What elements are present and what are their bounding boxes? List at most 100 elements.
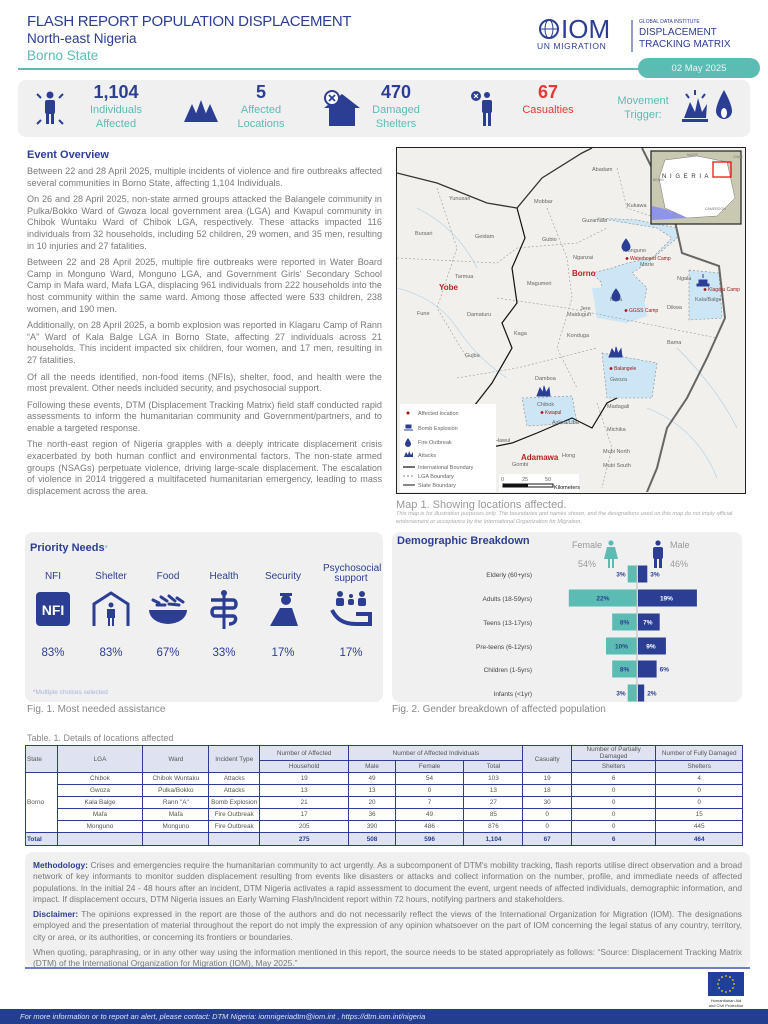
overview-paragraph: Following these events, DTM (Displacemen…: [27, 399, 382, 433]
need-label: Shelter: [95, 571, 127, 582]
table-row: Kala Balge Rann "A" Bomb Explosion 21 20 7 27 3…: [26, 796, 743, 809]
affected-location-marker: [609, 367, 613, 370]
svg-text:25: 25: [522, 477, 528, 483]
female-value-label: 3%: [616, 691, 626, 698]
svg-text:Attacks: Attacks: [418, 453, 436, 459]
svg-text:CHAD: CHAD: [733, 155, 743, 159]
key-figures-panel: 1,104 Individuals Affected 5 Affected Lo…: [18, 80, 750, 137]
map-place-label: Fune: [417, 311, 430, 317]
map-place-label: Dikwa: [667, 305, 683, 311]
food-icon: [149, 594, 187, 624]
citation-text: When quoting, paraphrasing, or in any ot…: [33, 947, 742, 969]
demographic-panel: Demographic Breakdown Female 54% Male 46…: [392, 532, 742, 702]
map-place-label: Guzamala: [582, 218, 608, 224]
affected-site-label: Waterboard Camp: [630, 256, 671, 262]
map-place-label: Konduga: [567, 333, 590, 339]
svg-text:NFI: NFI: [42, 602, 65, 618]
shelter-icon: [92, 591, 130, 626]
need-percent: 67%: [156, 647, 180, 659]
casualties-value: 67: [537, 82, 559, 102]
eu-logo-text: Humanitarian Aid and Civil Protection: [708, 998, 744, 1008]
table-row: Monguno Monguno Fire Outbreak 205 390 486 876 0…: [26, 820, 743, 833]
overview-paragraph: Additionally, on 28 April 2025, a bomb e…: [27, 320, 382, 365]
affected-location-marker: [625, 257, 629, 260]
casualty-icon: [471, 91, 492, 126]
affected-site-label: Balangele: [614, 366, 636, 372]
female-value-label: 8%: [620, 667, 630, 674]
demographic-chart: Elderly (60+yrs) 3% 3% Adults (18-59yrs) 22%…: [476, 565, 697, 702]
affected-location-marker: [703, 288, 707, 291]
fire-icon: [621, 238, 631, 252]
state-subtitle: Borno State: [27, 48, 99, 63]
svg-text:50: 50: [545, 477, 551, 483]
map-place-label: Maiduguri: [567, 312, 591, 318]
overview-paragraph: Between 22 and 28 April 2025, multiple i…: [27, 166, 382, 188]
map-place-label: Hawul: [495, 438, 510, 444]
svg-text:LGA Boundary: LGA Boundary: [418, 474, 454, 480]
eu-flag-logo: [708, 972, 744, 996]
female-bar: [612, 660, 637, 678]
map-place-label: Abadam: [592, 167, 613, 173]
iom-dtm-logo: IOM UN MIGRATION GLOBAL DATA INSTITUTE D…: [535, 14, 760, 54]
need-label: Psychosocial support: [323, 563, 382, 584]
table-row: Gwoza Pulka/Bokko Attacks 13 13 0 13 18 0 0: [26, 784, 743, 797]
region-subtitle: North-east Nigeria: [27, 31, 137, 46]
map-place-label: Madagali: [607, 404, 629, 410]
age-group-label: Infants (<1yr): [494, 691, 532, 698]
affected-location-marker: [624, 309, 628, 312]
map-place-label: Yunusari: [449, 196, 470, 202]
contact-footer: For more information or to report an ale…: [0, 1009, 768, 1024]
map-place-label: Jere: [580, 306, 591, 312]
map-state-label: Yobe: [439, 283, 459, 292]
male-value-label: 3%: [650, 572, 660, 579]
map-place-label: Gubio: [542, 237, 557, 243]
locations-map: Abadam Yunusari Mobbar Kukawa Guzamala Bursar…: [396, 147, 746, 494]
report-title: FLASH REPORT POPULATION DISPLACEMENT: [27, 13, 352, 30]
map-place-label: Gombi: [512, 462, 528, 468]
svg-text:International Boundary: International Boundary: [418, 465, 474, 471]
map-place-label: Mubi North: [603, 449, 630, 455]
priority-need-nfi: NFI NFI 83%: [25, 572, 81, 659]
svg-text:BENIN: BENIN: [653, 178, 664, 182]
svg-text:State Boundary: State Boundary: [418, 483, 456, 489]
map-scale-bar: 0 25 50 Kilometers: [499, 474, 580, 492]
table-caption: Table. 1. Details of locations affected: [27, 733, 174, 743]
male-bar: [638, 613, 660, 631]
disclaimer-text: Disclaimer: The opinions expressed in th…: [33, 909, 742, 942]
priority-need-health: Health 33%: [196, 572, 252, 660]
priority-needs-heading: Priority Needs: [30, 542, 105, 554]
age-group-label: Children (1-5yrs): [484, 667, 532, 674]
attack-icon: [682, 90, 708, 122]
map-place-label: Michika: [607, 427, 627, 433]
male-value-label: 2%: [647, 691, 657, 698]
table-row: Mafa Mafa Fire Outbreak 17 36 49 85 0 0 15: [26, 808, 743, 821]
affected-location-marker: [540, 411, 544, 414]
need-percent: 17%: [339, 647, 363, 659]
map-place-label: Geidam: [475, 234, 495, 240]
map-place-label: Marte: [640, 262, 654, 268]
svg-text:Fire Outbreak: Fire Outbreak: [418, 440, 452, 446]
map-place-label: Gwoza: [610, 377, 628, 383]
female-value-label: 8%: [620, 620, 630, 627]
affected-site-label: Klagaru Camp: [708, 287, 740, 293]
female-value-label: 3%: [616, 572, 626, 579]
bomb-explosion-icon: [696, 274, 710, 287]
age-group-label: Pre-teens (6-12yrs): [476, 644, 532, 651]
priority-need-psychosocial: Psychosocial support 17%: [323, 563, 382, 660]
fire-icon: [716, 90, 732, 119]
female-bar: [627, 565, 637, 583]
map-place-label: Chibok: [537, 402, 554, 408]
male-icon: [653, 540, 663, 568]
map-place-label: Askira/Uba: [552, 420, 580, 426]
methodology-panel: Methodology: Crises and emergencies requ…: [25, 852, 750, 969]
locations-icon: [184, 100, 218, 122]
female-value-label: 22%: [596, 596, 609, 603]
map-state-label: Borno: [572, 269, 596, 278]
male-value-label: 19%: [660, 596, 673, 603]
female-bar: [612, 613, 637, 631]
map-place-label: Monguno: [623, 248, 646, 254]
event-overview-heading: Event Overview: [27, 149, 109, 161]
nfi-icon: NFI: [36, 592, 70, 626]
female-icon: [604, 540, 618, 568]
male-value-label: 7%: [643, 620, 653, 627]
